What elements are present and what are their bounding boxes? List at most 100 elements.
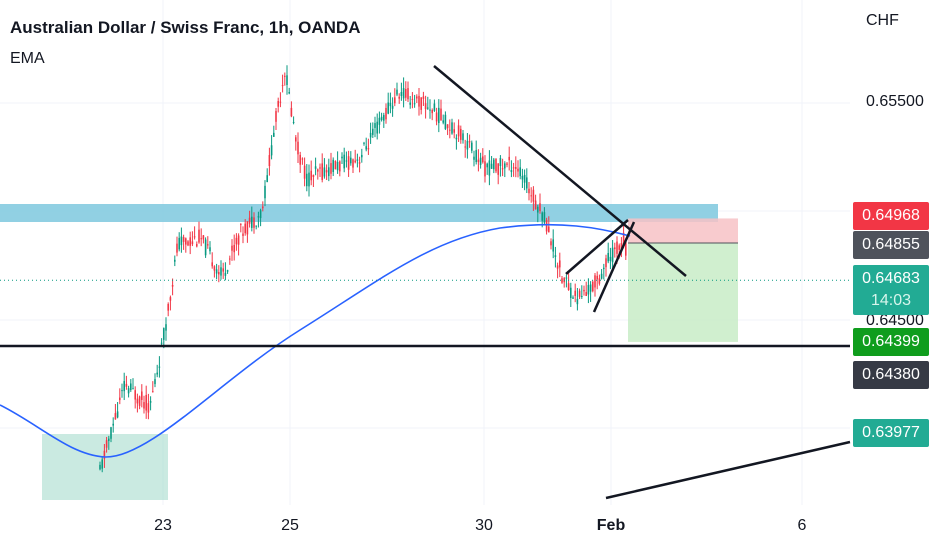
candle-body bbox=[561, 278, 563, 283]
candle-body bbox=[493, 159, 495, 170]
candle-body bbox=[583, 289, 585, 292]
candle-body bbox=[532, 189, 535, 202]
candle-body bbox=[570, 287, 572, 298]
candle-body bbox=[136, 398, 139, 404]
target-price-label: 0.64399 bbox=[853, 328, 929, 356]
candle-body bbox=[391, 105, 394, 109]
stop-loss-zone bbox=[628, 218, 738, 243]
candle-body bbox=[455, 137, 458, 140]
candle-body bbox=[319, 167, 321, 169]
candle-body bbox=[130, 383, 132, 391]
candle-body bbox=[246, 221, 249, 235]
candle-body bbox=[251, 216, 253, 228]
candle-body bbox=[110, 427, 112, 439]
candle-body bbox=[237, 235, 240, 245]
candle-body bbox=[143, 402, 145, 409]
candle-body bbox=[103, 450, 106, 459]
candle-body bbox=[440, 108, 442, 121]
candle-body bbox=[369, 132, 372, 138]
candle-body bbox=[114, 413, 117, 420]
candle-body bbox=[193, 236, 196, 238]
candle-body bbox=[233, 244, 235, 253]
candle-body bbox=[614, 247, 616, 250]
take-profit-zone bbox=[628, 242, 738, 342]
candle-body bbox=[145, 394, 147, 411]
candle-body bbox=[105, 440, 108, 448]
candle-body bbox=[519, 167, 521, 177]
candle-body bbox=[277, 100, 279, 107]
candle-body bbox=[605, 258, 607, 268]
candle-body bbox=[185, 238, 187, 245]
candle-body bbox=[341, 156, 343, 159]
candle-body bbox=[479, 157, 482, 165]
candle-body bbox=[167, 303, 169, 311]
candle-body bbox=[418, 95, 420, 107]
candle-body bbox=[303, 165, 306, 179]
candle-body bbox=[407, 88, 409, 100]
candle-body bbox=[112, 423, 114, 426]
candle-body bbox=[506, 163, 508, 165]
candle-body bbox=[378, 117, 381, 125]
candle-body bbox=[433, 103, 436, 111]
trendline-price-label: 0.63977 bbox=[853, 419, 929, 447]
candle-body bbox=[526, 177, 528, 189]
candle-body bbox=[138, 396, 141, 406]
candle-body bbox=[530, 195, 532, 197]
candle-body bbox=[510, 169, 513, 173]
candle-body bbox=[504, 163, 506, 169]
candle-body bbox=[464, 146, 466, 148]
candle-body bbox=[442, 120, 444, 123]
descending-trendline bbox=[433, 65, 687, 277]
candle-body bbox=[224, 272, 227, 276]
candle-body bbox=[451, 122, 453, 134]
candle-body bbox=[488, 160, 491, 176]
candle-body bbox=[101, 459, 103, 469]
candle-body bbox=[517, 168, 519, 172]
candle-body bbox=[330, 163, 332, 174]
entry-price-label: 0.64855 bbox=[853, 231, 929, 259]
candle-body bbox=[352, 159, 354, 168]
candle-body bbox=[328, 167, 330, 177]
x-tick-label: 6 bbox=[797, 517, 807, 534]
wedge-lower-line bbox=[592, 221, 636, 313]
candle-body bbox=[182, 237, 185, 242]
candle-body bbox=[482, 156, 484, 163]
candle-body bbox=[152, 391, 154, 393]
candle-body bbox=[477, 159, 480, 163]
candle-body bbox=[196, 244, 198, 247]
candle-body bbox=[345, 160, 348, 162]
candle-body bbox=[123, 381, 125, 392]
chart-title: Australian Dollar / Swiss Franc, 1h, OAN… bbox=[10, 18, 361, 37]
candle-body bbox=[618, 245, 620, 250]
x-tick-label: Feb bbox=[596, 517, 626, 534]
candle-body bbox=[453, 129, 455, 133]
candle-body bbox=[321, 163, 323, 180]
last-price-label: 0.64683 14:03 bbox=[853, 265, 929, 315]
candle-body bbox=[198, 229, 200, 243]
candle-body bbox=[528, 188, 530, 194]
candle-body bbox=[308, 172, 310, 187]
indicator-label[interactable]: EMA bbox=[10, 50, 45, 67]
candle-body bbox=[332, 159, 334, 172]
candle-body bbox=[541, 212, 543, 221]
candle-body bbox=[429, 109, 431, 111]
candle-body bbox=[116, 411, 119, 418]
candle-body bbox=[508, 156, 510, 161]
candle-body bbox=[405, 89, 407, 98]
candle-body bbox=[255, 225, 257, 227]
candle-body bbox=[396, 89, 398, 95]
candle-body bbox=[515, 167, 517, 169]
candle-body bbox=[222, 268, 224, 272]
candle-body bbox=[270, 145, 273, 156]
candle-body bbox=[259, 210, 262, 219]
candle-body bbox=[363, 142, 365, 144]
candle-body bbox=[367, 148, 370, 150]
candle-body bbox=[323, 167, 326, 177]
candle-body bbox=[490, 163, 493, 169]
candle-body bbox=[468, 141, 471, 143]
candle-body bbox=[416, 96, 418, 99]
candle-body bbox=[550, 241, 552, 246]
candle-body bbox=[356, 159, 359, 161]
x-tick-label: 23 bbox=[154, 517, 172, 534]
